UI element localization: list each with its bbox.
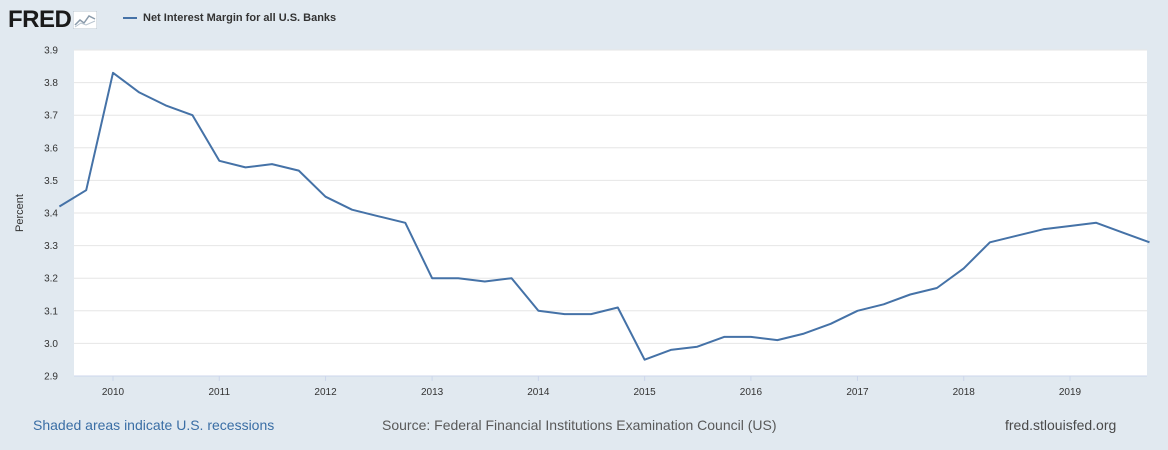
y-tick-label: 3.2 (44, 274, 58, 285)
fred-logo-text: FRED (8, 6, 72, 33)
line-chart: 2.93.03.13.23.33.43.53.63.73.83.9 2010 20… (14, 46, 1152, 398)
data-point[interactable] (1068, 224, 1072, 228)
data-point[interactable] (695, 345, 699, 349)
data-point[interactable] (882, 302, 886, 306)
data-point[interactable] (1041, 227, 1045, 231)
data-point[interactable] (962, 266, 966, 270)
x-tick-label: 2012 (314, 387, 337, 398)
y-tick-label: 3.3 (44, 241, 58, 252)
x-tick-label: 2011 (209, 387, 231, 398)
data-point[interactable] (430, 276, 434, 280)
data-point[interactable] (643, 358, 647, 362)
data-point[interactable] (270, 162, 274, 166)
chart-header: FRED Net Interest Margin for all U.S. Ba… (0, 0, 1168, 40)
site-credit: fred.stlouisfed.org (1005, 417, 1117, 433)
data-point[interactable] (217, 159, 221, 163)
series-group (57, 71, 1152, 362)
data-point[interactable] (802, 332, 806, 336)
y-axis-ticks: 2.9 3.0 3.1 3.2 3.3 3.4 3.5 3.6 3.7 3.8 3.9 (44, 46, 58, 383)
x-tick-label: 2010 (102, 387, 125, 398)
y-tick-label: 3.4 (44, 209, 58, 220)
data-point[interactable] (164, 103, 168, 107)
data-point[interactable] (1014, 234, 1018, 238)
data-point[interactable] (111, 71, 115, 75)
x-tick-label: 2014 (527, 387, 550, 398)
y-tick-label: 3.9 (44, 46, 58, 57)
legend-swatch (123, 17, 137, 19)
data-point[interactable] (908, 293, 912, 297)
data-point[interactable] (775, 338, 779, 342)
x-tick-label: 2013 (421, 387, 444, 398)
data-point[interactable] (935, 286, 939, 290)
gridlines (74, 49, 1147, 344)
data-point[interactable] (510, 276, 514, 280)
x-tick-label: 2018 (953, 387, 976, 398)
data-point[interactable] (749, 335, 753, 339)
data-point[interactable] (191, 113, 195, 117)
legend-series-label: Net Interest Margin for all U.S. Banks (143, 12, 337, 24)
chart-legend: Net Interest Margin for all U.S. Banks (123, 12, 336, 24)
x-tick-label: 2017 (846, 387, 869, 398)
x-tick-label: 2015 (634, 387, 657, 398)
data-point[interactable] (57, 205, 61, 209)
data-point[interactable] (722, 335, 726, 339)
y-tick-label: 3.5 (44, 176, 58, 187)
data-point[interactable] (324, 195, 328, 199)
data-point[interactable] (483, 280, 487, 284)
recession-note-link[interactable]: Shaded areas indicate U.S. recessions (33, 417, 275, 433)
source-note: Source: Federal Financial Institutions E… (382, 417, 777, 433)
data-point[interactable] (589, 312, 593, 316)
data-point[interactable] (350, 208, 354, 212)
series-line[interactable] (58, 71, 1150, 361)
data-point[interactable] (563, 312, 567, 316)
y-tick-label: 3.0 (44, 339, 58, 350)
data-point[interactable] (669, 348, 673, 352)
data-point[interactable] (616, 306, 620, 310)
graph-icon (73, 11, 98, 29)
data-point[interactable] (1148, 240, 1152, 244)
x-tick-label: 2019 (1059, 387, 1082, 398)
fred-logo[interactable]: FRED (8, 6, 98, 34)
data-point[interactable] (856, 309, 860, 313)
y-axis-label: Percent (14, 194, 26, 232)
data-point[interactable] (403, 221, 407, 225)
data-point[interactable] (988, 240, 992, 244)
data-point[interactable] (84, 188, 88, 192)
data-point[interactable] (297, 169, 301, 173)
y-tick-label: 3.7 (44, 111, 58, 122)
y-tick-label: 3.1 (44, 306, 58, 317)
data-point[interactable] (1121, 231, 1125, 235)
y-tick-label: 3.6 (44, 143, 58, 154)
x-axis-ticks: 2010 2011 2012 2013 2014 2015 2016 2017 2018 2019 (74, 375, 1147, 398)
y-tick-label: 2.9 (44, 372, 58, 383)
data-point[interactable] (829, 322, 833, 326)
data-point[interactable] (137, 90, 141, 94)
data-point[interactable] (1094, 221, 1098, 225)
data-point[interactable] (244, 165, 248, 169)
x-tick-label: 2016 (740, 387, 763, 398)
data-point[interactable] (536, 309, 540, 313)
data-point[interactable] (456, 276, 460, 280)
data-point[interactable] (377, 214, 381, 218)
y-tick-label: 3.8 (44, 78, 58, 89)
